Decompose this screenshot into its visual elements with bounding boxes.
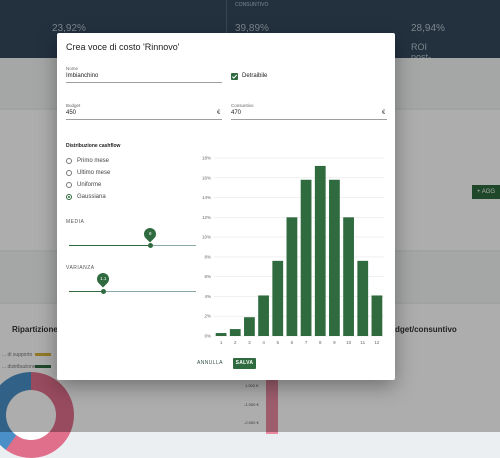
radio-gaussiana[interactable] bbox=[66, 194, 72, 200]
y-tick: -2.000 € bbox=[244, 420, 259, 425]
x-tick-label: 4 bbox=[262, 340, 265, 345]
x-tick-label: 10 bbox=[346, 340, 352, 345]
x-tick-label: 9 bbox=[333, 340, 336, 345]
y-tick-label: 18% bbox=[202, 156, 211, 161]
y-tick: 1.000 € bbox=[245, 383, 259, 388]
y-tick-label: 6% bbox=[204, 274, 211, 279]
x-tick-label: 11 bbox=[360, 340, 365, 345]
detraibile-label: Detraibile bbox=[242, 73, 268, 79]
section-title-left: Ripartizione p bbox=[12, 325, 65, 334]
x-tick-label: 3 bbox=[248, 340, 251, 345]
consuntivo-currency: € bbox=[382, 110, 386, 116]
consuntivo-label: Consuntivo bbox=[231, 103, 254, 108]
chart-bar bbox=[371, 295, 383, 336]
chart-bar bbox=[357, 260, 369, 336]
media-value: 8 bbox=[149, 231, 152, 236]
media-label: MEDIA bbox=[66, 219, 85, 225]
kpi-value: 28,94% bbox=[411, 23, 445, 34]
y-tick-label: 0% bbox=[204, 334, 211, 339]
budget-field[interactable]: 450 bbox=[66, 110, 77, 116]
media-track-fill bbox=[69, 244, 151, 247]
consuntivo-field[interactable]: 470 bbox=[231, 110, 242, 116]
media-slider-thumb[interactable] bbox=[147, 243, 153, 248]
radio-ultimo-mese[interactable] bbox=[66, 170, 72, 176]
radio-primo-mese[interactable] bbox=[66, 158, 72, 164]
check-icon bbox=[231, 74, 238, 79]
radio-uniforme[interactable] bbox=[66, 182, 72, 188]
x-tick-label: 7 bbox=[305, 340, 308, 345]
create-cost-dialog: Crea voce di costo 'Rinnovo' Nome Imbian… bbox=[57, 33, 395, 380]
consuntivo-underline bbox=[231, 119, 387, 120]
y-tick-label: 4% bbox=[204, 294, 211, 299]
y-tick-label: 16% bbox=[202, 175, 211, 180]
budget-underline bbox=[66, 119, 222, 120]
x-tick-label: 2 bbox=[234, 340, 237, 345]
y-tick-label: 12% bbox=[202, 215, 211, 220]
chart-bar bbox=[244, 317, 255, 336]
kpi-value: 39,89% bbox=[235, 23, 269, 34]
y-tick-label: 8% bbox=[204, 254, 211, 259]
detraibile-checkbox[interactable] bbox=[231, 73, 238, 80]
varianza-track[interactable] bbox=[69, 291, 196, 292]
chart-bar bbox=[343, 217, 354, 336]
kpi-overline: CONSUNTIVO bbox=[235, 2, 269, 8]
nome-underline bbox=[66, 82, 222, 83]
cancel-button[interactable]: ANNULLA bbox=[197, 360, 223, 366]
chart-bar bbox=[300, 179, 312, 336]
y-tick-label: 2% bbox=[204, 314, 211, 319]
y-tick-label: 14% bbox=[202, 195, 211, 200]
legend-swatch bbox=[35, 353, 51, 356]
radio-label: Primo mese bbox=[77, 158, 110, 164]
y-tick: -1.000 € bbox=[244, 402, 259, 407]
y-tick-label: 10% bbox=[202, 235, 211, 240]
radio-label: Gaussiana bbox=[77, 194, 106, 200]
x-tick-label: 5 bbox=[276, 340, 279, 345]
distribution-title: Distribuzione cashflow bbox=[66, 143, 121, 149]
chart-bar bbox=[215, 333, 227, 336]
x-tick-label: 8 bbox=[319, 340, 322, 345]
varianza-label: VARIANZA bbox=[66, 265, 95, 271]
varianza-track-fill bbox=[69, 290, 104, 293]
x-tick-label: 12 bbox=[374, 340, 380, 345]
bg-chart-bar bbox=[266, 374, 278, 434]
budget-label: Budget bbox=[66, 103, 81, 108]
cashflow-chart: 0%2%4%6%8%10%12%14%16%18%1 2 3 4 5 6 7 8 9 10 11 12 bbox=[202, 156, 384, 345]
budget-currency: € bbox=[217, 110, 221, 116]
chart-bar bbox=[229, 329, 241, 336]
kpi-divider bbox=[226, 0, 227, 58]
radio-label: Uniforme bbox=[77, 182, 102, 188]
nome-label: Nome bbox=[66, 66, 79, 71]
section-title-right: dget/consuntivo bbox=[395, 325, 457, 334]
nome-field[interactable]: Imbianchino bbox=[66, 73, 99, 79]
chart-bar bbox=[272, 260, 284, 336]
legend-item: ... distribuzione bbox=[2, 364, 36, 370]
varianza-value: 1.1 bbox=[100, 276, 107, 281]
x-tick-label: 1 bbox=[220, 340, 223, 345]
chart-bar bbox=[329, 179, 340, 336]
kpi-value: 23,92% bbox=[52, 23, 86, 34]
save-button[interactable]: SALVA bbox=[233, 358, 256, 369]
radio-label: Ultimo mese bbox=[77, 170, 111, 176]
add-button[interactable]: + AGG bbox=[472, 185, 500, 199]
legend-item: ... di supporto bbox=[2, 352, 33, 358]
x-tick-label: 6 bbox=[291, 340, 294, 345]
legend-swatch bbox=[35, 365, 51, 368]
chart-bar bbox=[314, 165, 326, 336]
chart-bar bbox=[258, 295, 269, 336]
dialog-title: Crea voce di costo 'Rinnovo' bbox=[66, 42, 180, 52]
varianza-slider-thumb[interactable] bbox=[100, 289, 106, 294]
chart-bar bbox=[286, 217, 298, 336]
